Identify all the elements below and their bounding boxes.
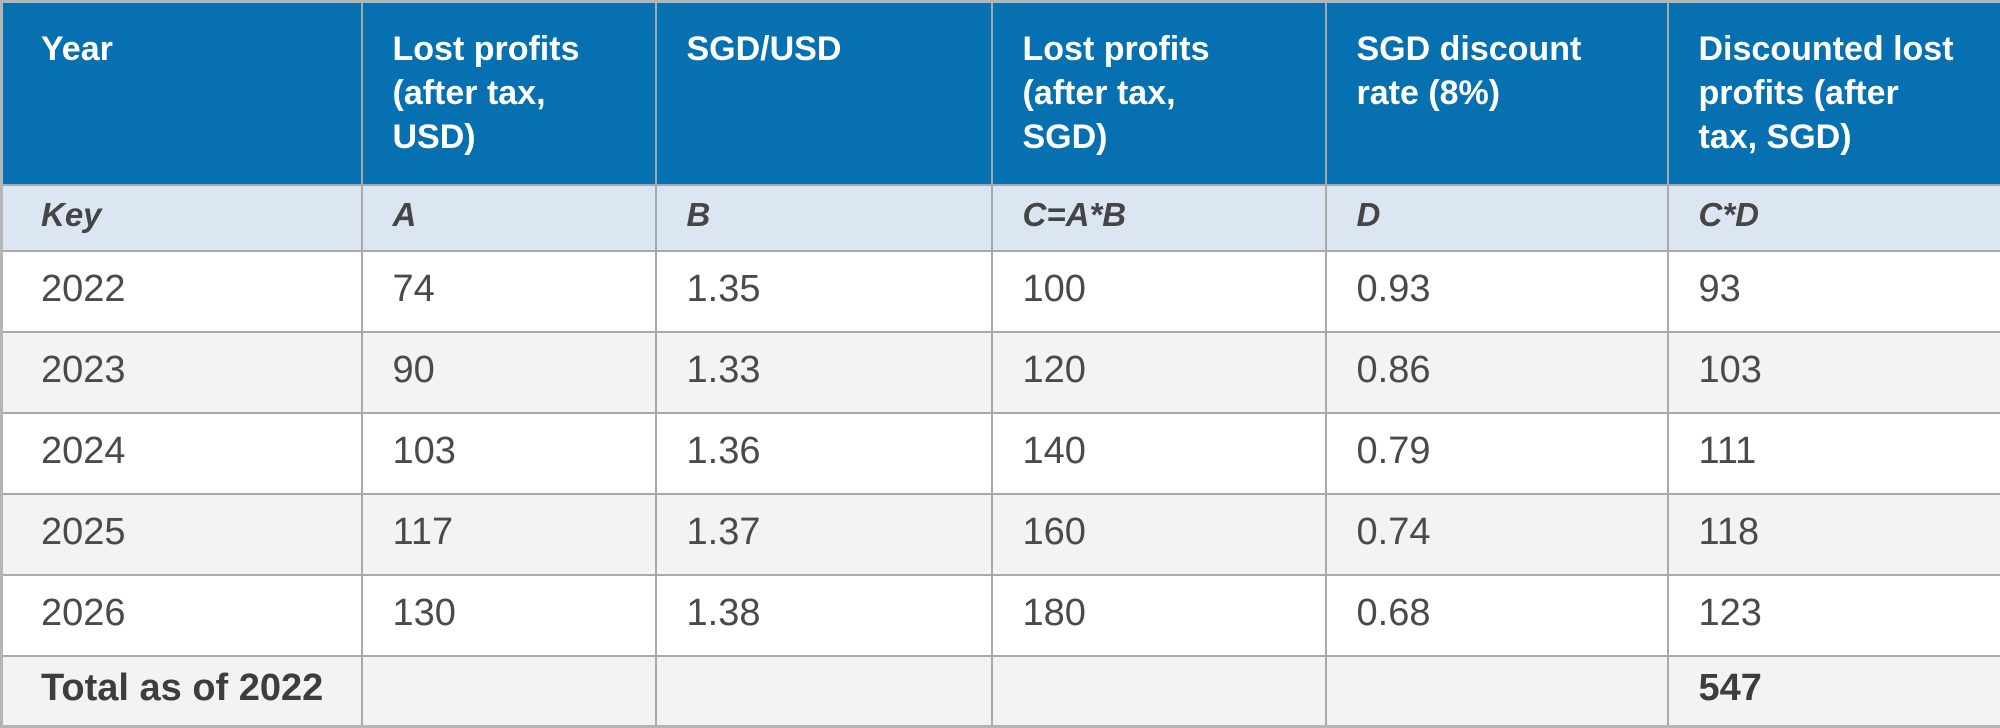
- row-2025: 2025 117 1.37 160 0.74 118: [0, 492, 2000, 576]
- key-b-cell: B: [654, 183, 993, 252]
- year-cell: 2024: [0, 411, 363, 495]
- sgd-usd-cell: 1.36: [654, 411, 993, 495]
- lost-profits-sgd-cell: 180: [990, 573, 1327, 657]
- discount-rate-cell: 0.79: [1324, 411, 1669, 495]
- col-header-discounted-lost-profits: Discounted lost profits (after tax, SGD): [1666, 0, 2000, 186]
- header-row: Year Lost profits (after tax, USD) SGD/U…: [0, 0, 2000, 186]
- year-cell: 2023: [0, 330, 363, 414]
- empty-cell: [1324, 654, 1669, 728]
- discount-rate-cell: 0.68: [1324, 573, 1669, 657]
- row-2024: 2024 103 1.36 140 0.79 111: [0, 411, 2000, 495]
- year-cell: 2025: [0, 492, 363, 576]
- empty-cell: [990, 654, 1327, 728]
- discounted-lost-profits-cell: 118: [1666, 492, 2000, 576]
- row-2023: 2023 90 1.33 120 0.86 103: [0, 330, 2000, 414]
- total-label-cell: Total as of 2022: [0, 654, 363, 728]
- sgd-usd-cell: 1.33: [654, 330, 993, 414]
- lost-profits-usd-cell: 130: [360, 573, 657, 657]
- row-2022: 2022 74 1.35 100 0.93 93: [0, 249, 2000, 333]
- key-c-cell: C=A*B: [990, 183, 1327, 252]
- lost-profits-usd-cell: 117: [360, 492, 657, 576]
- lost-profits-sgd-cell: 100: [990, 249, 1327, 333]
- total-row: Total as of 2022 547: [0, 654, 2000, 728]
- empty-cell: [654, 654, 993, 728]
- key-d-cell: D: [1324, 183, 1669, 252]
- discount-rate-cell: 0.93: [1324, 249, 1669, 333]
- key-cd-cell: C*D: [1666, 183, 2000, 252]
- sgd-usd-cell: 1.37: [654, 492, 993, 576]
- empty-cell: [360, 654, 657, 728]
- sgd-usd-cell: 1.38: [654, 573, 993, 657]
- lost-profits-sgd-cell: 140: [990, 411, 1327, 495]
- col-header-sgd-discount-rate: SGD discount rate (8%): [1324, 0, 1669, 186]
- lost-profits-usd-cell: 103: [360, 411, 657, 495]
- year-cell: 2026: [0, 573, 363, 657]
- discounted-lost-profits-cell: 123: [1666, 573, 2000, 657]
- lost-profits-usd-cell: 74: [360, 249, 657, 333]
- discounted-lost-profits-cell: 93: [1666, 249, 2000, 333]
- lost-profits-usd-cell: 90: [360, 330, 657, 414]
- discounted-lost-profits-cell: 103: [1666, 330, 2000, 414]
- col-header-lost-profits-sgd: Lost profits (after tax, SGD): [990, 0, 1327, 186]
- year-cell: 2022: [0, 249, 363, 333]
- lost-profits-sgd-cell: 160: [990, 492, 1327, 576]
- col-header-sgd-usd: SGD/USD: [654, 0, 993, 186]
- col-header-year: Year: [0, 0, 363, 186]
- total-value-cell: 547: [1666, 654, 2000, 728]
- discount-rate-cell: 0.74: [1324, 492, 1669, 576]
- key-a-cell: A: [360, 183, 657, 252]
- key-row: Key A B C=A*B D C*D: [0, 183, 2000, 252]
- discount-rate-cell: 0.86: [1324, 330, 1669, 414]
- sgd-usd-cell: 1.35: [654, 249, 993, 333]
- lost-profits-sgd-cell: 120: [990, 330, 1327, 414]
- col-header-lost-profits-usd: Lost profits (after tax, USD): [360, 0, 657, 186]
- discounted-lost-profits-cell: 111: [1666, 411, 2000, 495]
- row-2026: 2026 130 1.38 180 0.68 123: [0, 573, 2000, 657]
- key-label-cell: Key: [0, 183, 363, 252]
